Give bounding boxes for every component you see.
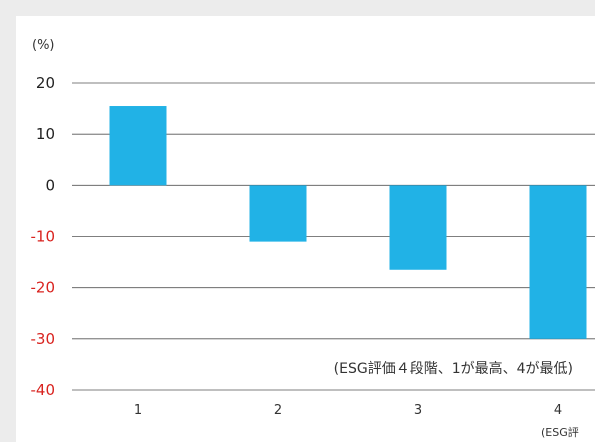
corner-note: (ESG評 <box>541 426 579 439</box>
x-tick-label: 3 <box>414 403 422 418</box>
x-tick-label: 1 <box>134 403 142 418</box>
bar-4 <box>529 185 587 339</box>
y-tick-labels: 20 10 0 -10 -20 -30 -40 <box>31 74 56 399</box>
y-axis-unit-label: (%) <box>32 38 55 53</box>
bar-3 <box>389 185 447 270</box>
x-tick-label: 2 <box>274 403 282 418</box>
y-tick-label: -40 <box>31 381 56 399</box>
y-tick-label: -30 <box>31 330 56 348</box>
y-tick-label: -10 <box>31 228 56 246</box>
x-tick-labels: 1 2 3 4 <box>134 403 562 418</box>
bar-1 <box>109 106 167 186</box>
y-tick-label: 0 <box>45 176 55 194</box>
y-tick-label: 20 <box>36 74 55 92</box>
y-tick-label: -20 <box>31 279 56 297</box>
y-tick-label: 10 <box>36 125 55 143</box>
chart-annotation: (ESG評価４段階、1が最高、4が最低) <box>333 361 573 377</box>
bar-2 <box>249 185 307 242</box>
bars <box>109 106 587 339</box>
x-tick-label: 4 <box>554 403 562 418</box>
